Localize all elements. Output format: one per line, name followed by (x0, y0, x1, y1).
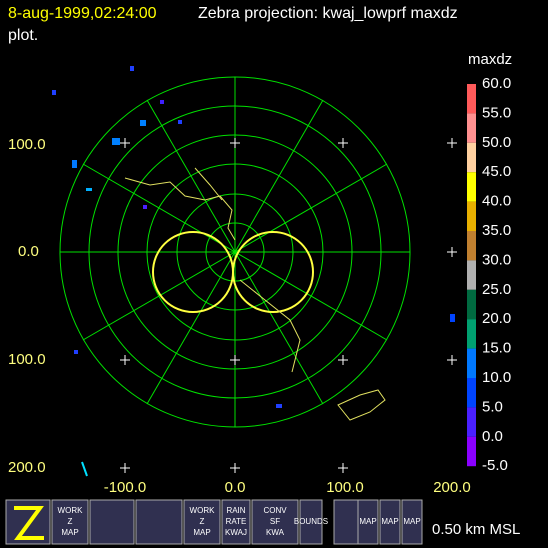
tool-button[interactable] (89, 499, 135, 545)
button-label: WORK (190, 506, 216, 515)
tool-button[interactable]: MAP (357, 499, 379, 545)
colorbar-label: 45.0 (482, 163, 511, 180)
button-face (89, 499, 135, 545)
coastline (124, 167, 386, 421)
button-label: SF (270, 517, 280, 526)
colorbar-label: -5.0 (482, 457, 508, 474)
tool-button[interactable] (135, 499, 183, 545)
button-label: RATE (226, 517, 247, 526)
y-tick-label: 100.0 (8, 136, 46, 153)
colorbar-segment (467, 201, 476, 231)
button-label: WORK (58, 506, 84, 515)
y-tick-label: 0.0 (18, 243, 39, 260)
colorbar-segment (467, 113, 476, 143)
colorbar-segment (467, 407, 476, 437)
tool-button[interactable]: WORK Z MAP (51, 499, 89, 545)
tool-button[interactable]: BOUNDS (294, 499, 328, 545)
button-label: MAP (193, 528, 210, 537)
button-face (379, 499, 401, 545)
colorbar: 60.0 55.0 50.0 45.0 40.0 35.0 30.0 25.0 20.0 15.0… (467, 75, 511, 474)
y-tick-label: 100.0 (8, 351, 46, 368)
colorbar-label: 55.0 (482, 104, 511, 121)
button-face (221, 499, 251, 545)
colorbar-label: 15.0 (482, 340, 511, 357)
colorbar-segment (467, 84, 476, 114)
button-face (357, 499, 379, 545)
tool-button[interactable]: CONV SF KWA (251, 499, 299, 545)
button-face (401, 499, 423, 545)
tool-button[interactable]: RAIN RATE KWAJ (221, 499, 251, 545)
button-label: KWAJ (225, 528, 247, 537)
tool-button[interactable] (333, 499, 359, 545)
colorbar-segment (467, 319, 476, 349)
colorbar-label: 30.0 (482, 251, 511, 268)
x-tick-label: -100.0 (104, 479, 147, 496)
colorbar-title: maxdz (468, 51, 512, 68)
colorbar-label: 40.0 (482, 193, 511, 210)
button-label: RAIN (226, 506, 245, 515)
grid-crosses (120, 138, 457, 473)
tool-button[interactable]: MAP (379, 499, 401, 545)
button-label: CONV (263, 506, 287, 515)
button-face (51, 499, 89, 545)
colorbar-segment (467, 142, 476, 173)
y-tick-label: 200.0 (8, 459, 46, 476)
x-tick-label: 0.0 (225, 479, 246, 496)
colorbar-segment (467, 260, 476, 290)
x-tick-label: 100.0 (326, 479, 364, 496)
button-label: Z (200, 517, 205, 526)
button-label: Z (68, 517, 73, 526)
tool-button[interactable]: MAP (401, 499, 423, 545)
echo (81, 461, 88, 477)
button-face (183, 499, 221, 545)
toolbar: WORK Z MAP WORK Z MAP RAIN RATE KWAJ CONV SF KWA BOU… (5, 499, 423, 545)
radar-echoes (52, 66, 455, 408)
button-label: KWA (266, 528, 285, 537)
button-label: MAP (359, 517, 376, 526)
colorbar-label: 50.0 (482, 134, 511, 151)
colorbar-label: 35.0 (482, 222, 511, 239)
x-tick-label: 200.0 (433, 479, 471, 496)
button-face (299, 499, 323, 545)
colorbar-segment (467, 348, 476, 378)
zebra-logo-z (14, 506, 44, 540)
title: Zebra projection: kwaj_lowprf maxdz (198, 5, 458, 22)
button-label: BOUNDS (294, 517, 328, 526)
button-label: MAP (403, 517, 420, 526)
colorbar-segment (467, 378, 476, 408)
colorbar-segment (467, 436, 476, 467)
tool-button[interactable]: WORK Z MAP (183, 499, 221, 545)
colorbar-label: 60.0 (482, 75, 511, 92)
range-rings (59, 76, 411, 428)
altitude: 0.50 km MSL (432, 521, 520, 538)
time: 8-aug-1999,02:24:00 (8, 5, 157, 22)
colorbar-segment (467, 289, 476, 320)
colorbar-label: 20.0 (482, 310, 511, 327)
title-cont: plot. (8, 27, 38, 44)
button-label: MAP (381, 517, 398, 526)
colorbar-label: 25.0 (482, 281, 511, 298)
colorbar-label: 0.0 (482, 428, 503, 445)
range-circles (152, 231, 314, 313)
button-label: MAP (61, 528, 78, 537)
button-face (135, 499, 183, 545)
colorbar-label: 10.0 (482, 369, 511, 386)
colorbar-label: 5.0 (482, 398, 503, 415)
button-face (251, 499, 299, 545)
colorbar-segment (467, 231, 476, 261)
colorbar-segment (467, 172, 476, 202)
button-face (333, 499, 359, 545)
